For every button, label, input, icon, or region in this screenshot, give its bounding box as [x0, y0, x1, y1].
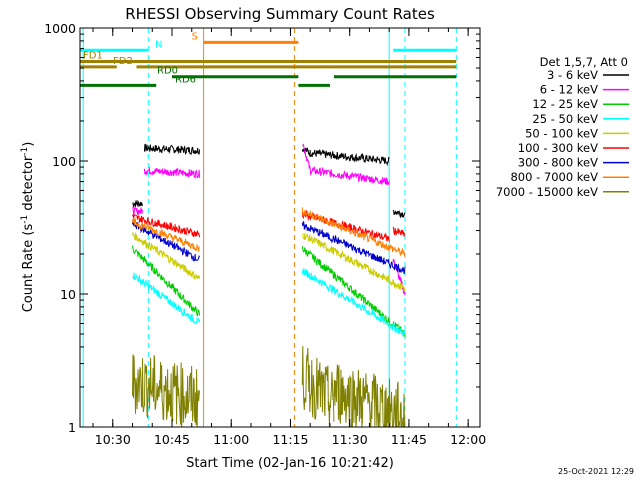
x-tick-label-6: 12:00: [450, 432, 486, 447]
legend-label-2: 12 - 25 keV: [532, 97, 598, 111]
series-line-8-0: [132, 354, 201, 428]
y-tick-label-1: 10: [60, 287, 76, 302]
y-tick-label-0: 1: [68, 420, 76, 435]
legend-label-8: 7000 - 15000 keV: [496, 185, 598, 199]
series-line-7-1: [301, 207, 406, 257]
x-tick-label-4: 11:30: [332, 432, 368, 447]
legend-label-6: 300 - 800 keV: [518, 156, 598, 170]
series-line-0-3: [392, 209, 406, 219]
y-tick-label-2: 100: [52, 154, 76, 169]
x-tick-label-5: 11:45: [391, 432, 427, 447]
timestamp-label: 25-Oct-2021 12:29: [558, 467, 634, 476]
x-axis-label: Start Time (02-Jan-16 10:21:42): [186, 456, 394, 471]
series-7: [132, 207, 406, 257]
series-line-0-1: [143, 143, 201, 156]
chart-title: RHESSI Observing Summary Count Rates: [125, 5, 435, 23]
plot-frame: [79, 27, 481, 428]
series-line-3-1: [301, 268, 406, 337]
series-line-6-1: [301, 220, 406, 275]
series-line-0-2: [301, 147, 390, 167]
x-tick-label-2: 11:00: [213, 432, 249, 447]
y-axis-label-close: ): [21, 142, 36, 147]
series-line-5-2: [392, 226, 406, 237]
series-6: [132, 220, 406, 275]
series-line-4-1: [301, 232, 406, 292]
x-tick-label-1: 10:45: [154, 432, 190, 447]
flag-label-rd6: RD6: [175, 74, 196, 85]
series-line-1-0: [132, 205, 143, 216]
flag-label-n: N: [155, 39, 162, 50]
y-axis-label-main: Count Rate (s: [21, 224, 36, 313]
series-line-8-2: [333, 364, 406, 428]
legend-label-0: 3 - 6 keV: [547, 68, 598, 82]
y-axis-label-tail: detector: [21, 155, 36, 215]
legend-label-7: 800 - 7000 keV: [510, 170, 598, 184]
series-line-4-0: [132, 232, 201, 280]
legend-label-5: 100 - 300 keV: [518, 141, 598, 155]
legend-label-1: 6 - 12 keV: [540, 83, 598, 97]
series-line-5-0: [132, 214, 201, 238]
y-axis-label-sup: -1: [20, 215, 30, 224]
series-8: [132, 345, 406, 428]
series-1: [132, 143, 406, 296]
series-line-8-1: [301, 345, 335, 427]
legend-header: Det 1,5,7, Att 0: [540, 55, 628, 69]
series-4: [132, 232, 406, 292]
flag-label-fd2: FD2: [113, 56, 133, 67]
y-axis-label-tail-sup: -1: [20, 147, 30, 156]
y-tick-label-3: 1000: [44, 21, 76, 36]
flag-label-rd0: RD0: [157, 66, 178, 77]
series-line-7-0: [132, 218, 200, 252]
flag-label-fd1: FD1: [83, 50, 103, 61]
series-line-0-0: [132, 199, 143, 209]
legend-label-4: 50 - 100 keV: [525, 126, 598, 140]
x-tick-label-3: 11:15: [272, 432, 308, 447]
series-line-5-1: [301, 209, 390, 243]
series-line-2-0: [132, 245, 201, 317]
series-3: [132, 268, 406, 337]
series-line-1-2: [302, 143, 390, 186]
series-2: [132, 245, 406, 338]
series-line-3-0: [132, 272, 201, 325]
flag-label-s: S: [192, 31, 198, 42]
series-0: [132, 143, 406, 219]
series-5: [132, 209, 406, 243]
series-line-6-0: [132, 220, 201, 262]
series-line-1-1: [143, 167, 201, 180]
x-tick-label-0: 10:30: [95, 432, 131, 447]
legend-label-3: 25 - 50 keV: [532, 112, 598, 126]
y-axis-label: Count Rate (s-1 detector-1): [20, 142, 36, 313]
